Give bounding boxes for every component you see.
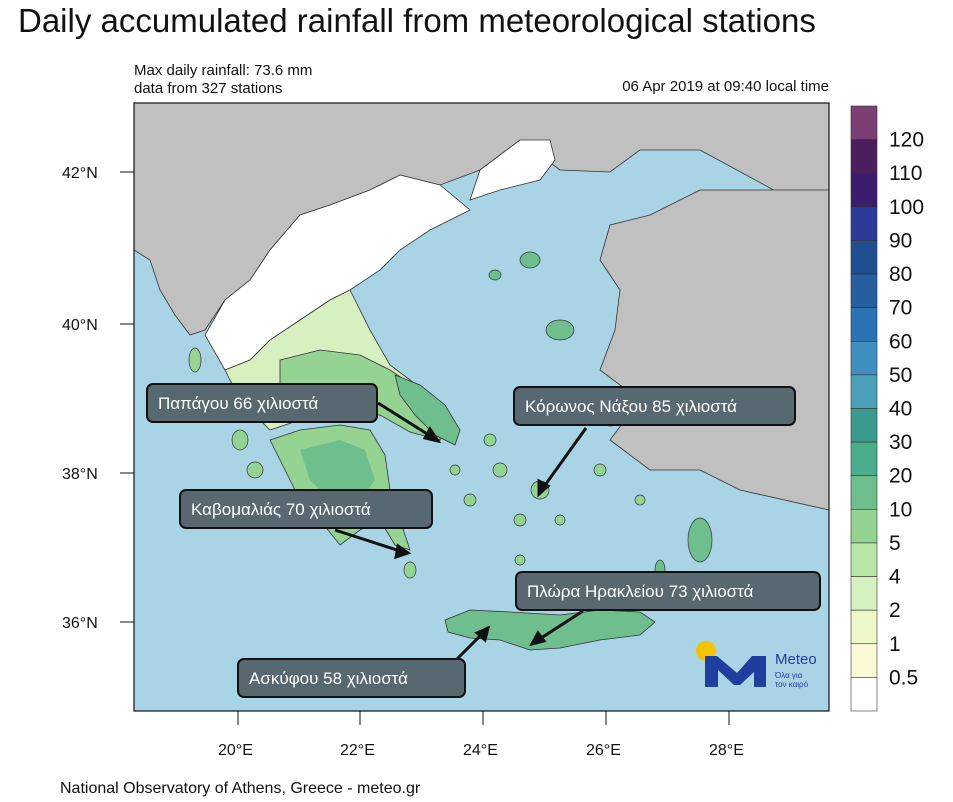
lon-tick-20: 20°E [218,742,253,759]
lat-axis: 42°N 40°N 38°N 36°N [62,165,134,632]
arrow-askyfou [454,631,485,662]
chart-title: Daily accumulated rainfall from meteorol… [18,2,816,39]
lon-tick-24: 24°E [463,742,498,759]
colorbar-swatch [850,542,878,577]
colorbar-swatch [850,273,878,308]
annotation-kavomalias: Καβομαλιάς 70 χιλιοστά [179,489,433,529]
colorbar-swatch [850,408,878,443]
lat-tick-42: 42°N [62,165,98,182]
logo-tagline-2: τον καιρό [775,680,809,689]
colorbar-swatch [850,340,878,376]
colorbar-label: 90 [889,229,912,252]
colorbar-swatch [850,643,878,678]
colorbar-label: 20 [889,465,912,488]
colorbar-swatch [850,475,878,510]
annotation-koronos-naxou: Κόρωνος Νάξου 85 χιλιοστά [513,386,796,426]
colorbar-swatch [850,105,878,140]
land-turkey [599,189,829,511]
colorbar-label: 5 [889,532,901,555]
map-frame [133,102,830,712]
colorbar-swatch [850,609,878,645]
lat-tick-36: 36°N [62,615,98,632]
annotation-askyfou: Ασκύφου 58 χιλιοστά [237,658,466,698]
colorbar-label: 30 [889,431,912,454]
colorbar-label: 110 [889,162,922,185]
colorbar-label: 70 [889,297,912,320]
colorbar-label: 10 [889,498,912,521]
colorbar-swatch [850,307,878,342]
arrow-kavomalias [334,528,401,553]
lon-tick-28: 28°E [709,742,744,759]
arrow-koronos [541,427,588,489]
land-crete [444,609,656,651]
logo-name: Meteo [775,651,817,668]
arrow-head-askyfou [474,625,491,643]
islands-ionian [188,347,417,579]
lat-tick-40: 40°N [62,317,98,334]
colorbar-swatch [850,172,878,208]
lon-axis: 20°E 22°E 24°E 26°E 28°E [218,711,744,759]
colorbar-label: 50 [889,364,912,387]
stations-count-text: data from 327 stations [134,80,283,97]
arrow-plora [537,609,584,642]
colorbar-swatch [850,206,878,241]
arrow-head-koronos [537,478,551,498]
colorbar-swatch [850,576,878,611]
colorbar-label: 100 [889,196,924,219]
colorbar-label: 60 [889,330,912,353]
colorbar-label: 2 [889,599,901,622]
annotation-arrows [334,401,588,662]
arrow-papagou [377,401,433,439]
info-block: Max daily rainfall: 73.6 mm data from 32… [134,62,312,98]
colorbar-label: 40 [889,398,912,421]
colorbar-label: 80 [889,263,912,286]
meteo-m-icon [705,656,766,687]
arrow-head-kavomalias [394,543,412,560]
colorbar-swatch [850,139,878,174]
land-evia [394,374,461,446]
colorbar-label: 120 [889,129,924,152]
colorbar-label: 0.5 [889,666,918,689]
colorbar-swatch [850,509,878,544]
lat-tick-38: 38°N [62,466,98,483]
logo-tagline: Όλα για τον καιρό [775,671,808,689]
arrow-head-papagou [422,426,442,444]
annotation-papagou: Παπάγου 66 χιλιοστά [146,383,378,423]
colorbar-swatch [850,677,878,712]
land-thrace [469,139,556,201]
logo-tagline-1: Όλα για [775,671,803,680]
colorbar-swatch [850,441,878,477]
lon-tick-22: 22°E [340,742,375,759]
datetime-text: 06 Apr 2019 at 09:40 local time [622,78,829,95]
max-rainfall-text: Max daily rainfall: 73.6 mm [134,62,313,79]
lon-tick-26: 26°E [586,742,621,759]
colorbar-swatch [850,240,878,275]
footer-credit: National Observatory of Athens, Greece -… [60,780,421,797]
annotation-plora-irakleiou: Πλώρα Ηρακλείου 73 χιλιοστά [515,571,821,611]
arrow-head-plora [529,630,547,647]
colorbar-swatch [850,374,878,409]
colorbar-label: 1 [889,633,901,656]
meteo-logo [696,641,766,687]
land-peloponnese-wet [300,440,375,500]
colorbar: 120 110 100 90 80 70 60 50 40 30 20 10 5 4 2 1 0.5 [850,105,924,712]
colorbar-label: 4 [889,566,901,589]
